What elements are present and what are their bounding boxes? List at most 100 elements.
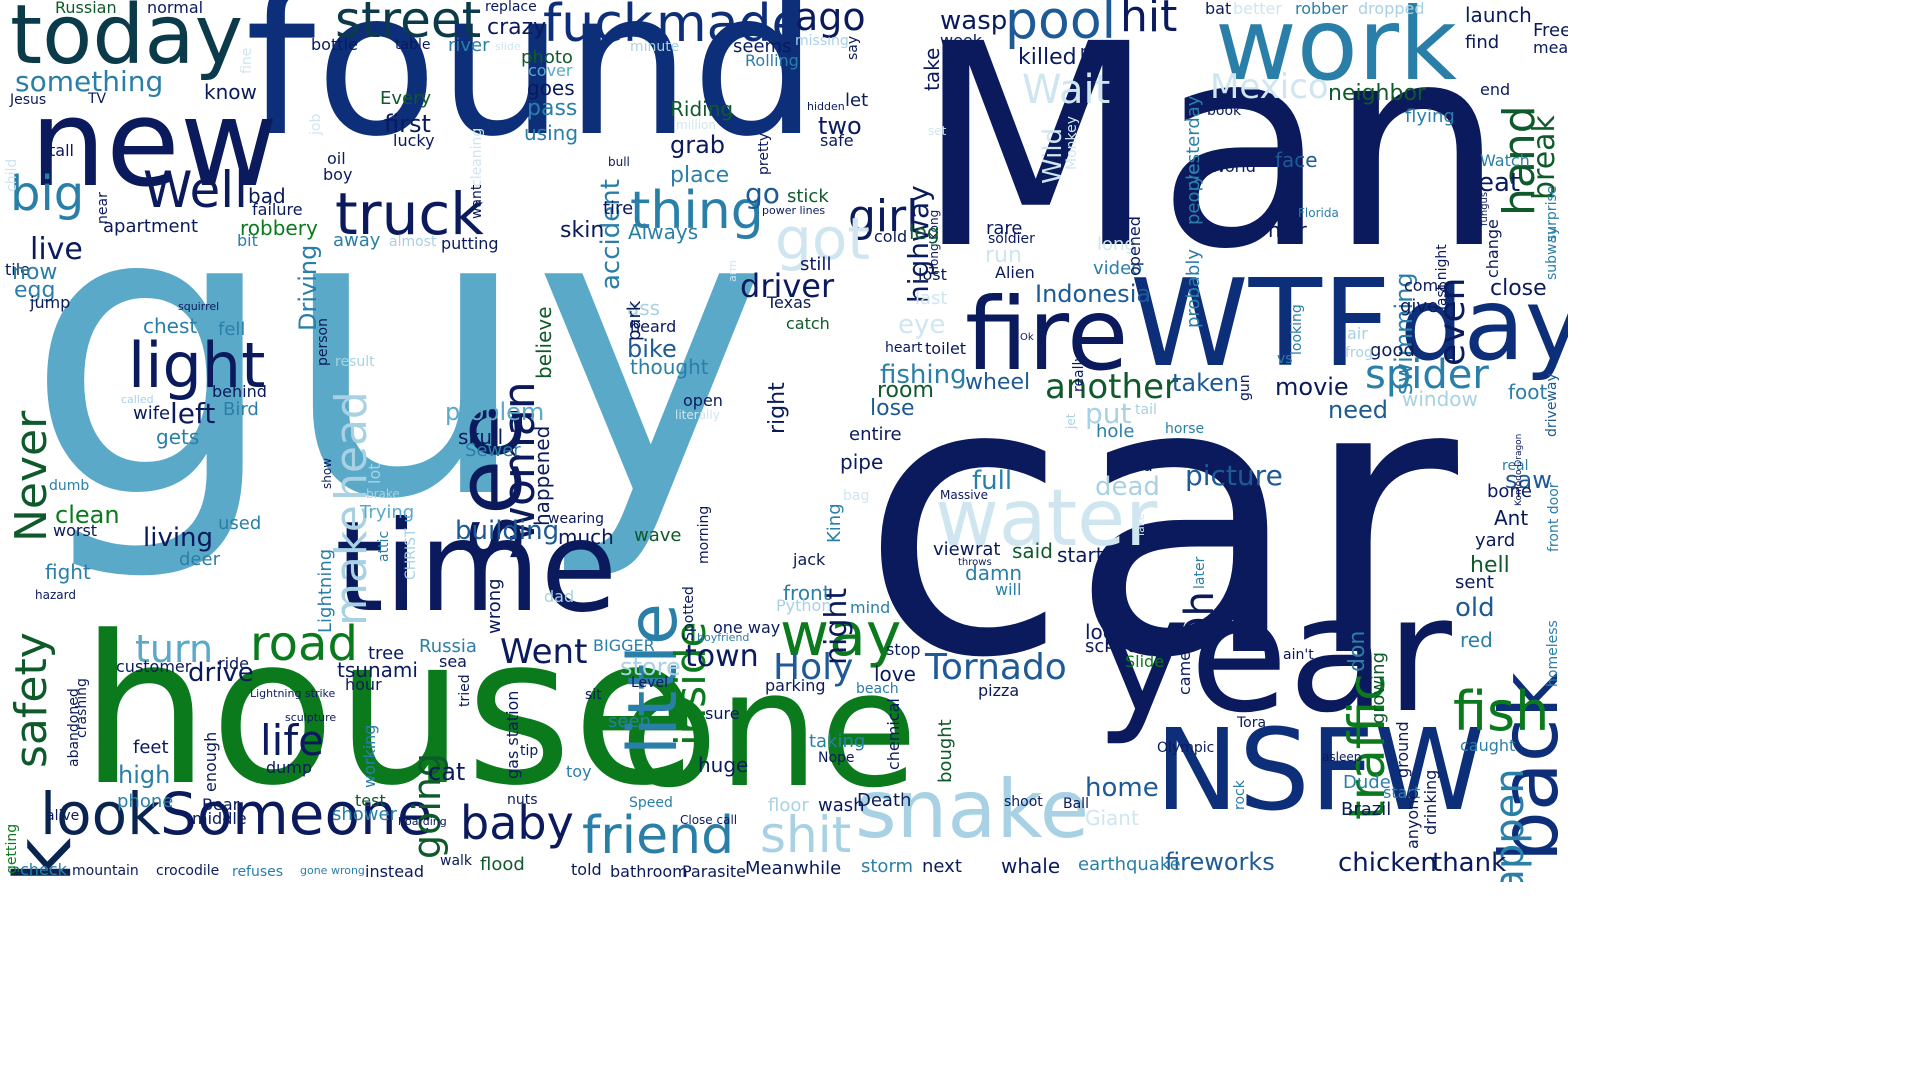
- word-wearing: wearing: [548, 511, 605, 527]
- word-launch: launch: [1465, 3, 1532, 27]
- word-big: big: [10, 166, 85, 222]
- word-cover: cover: [528, 61, 573, 80]
- word-end: end: [1480, 80, 1511, 99]
- word-taken: taken: [1172, 369, 1240, 397]
- word-called: called: [121, 393, 154, 406]
- word-walk: walk: [440, 853, 473, 869]
- word-foot: foot: [1508, 380, 1548, 404]
- word-time: time: [335, 495, 618, 640]
- word-drinking: drinking: [1421, 769, 1440, 835]
- word-show: show: [320, 457, 334, 489]
- word-horse: horse: [1165, 421, 1205, 437]
- word-head: head: [326, 390, 377, 501]
- word-fireworks: fireworks: [1165, 848, 1275, 876]
- word-floor: floor: [768, 795, 809, 816]
- word-drive: drive: [188, 658, 254, 688]
- word-photo: photo: [521, 47, 573, 68]
- word-storm: storm: [861, 856, 914, 877]
- word-meat: meat: [1533, 38, 1568, 57]
- word-wife: wife: [133, 403, 171, 424]
- word-life: life: [260, 716, 324, 765]
- word-parasite: Parasite: [682, 862, 747, 881]
- word-russian: Russian: [55, 0, 117, 17]
- word-dead: dead: [1095, 472, 1160, 502]
- word-eat: eat: [1478, 168, 1521, 198]
- word-jack: jack: [793, 550, 826, 569]
- word-growing: growing: [1368, 651, 1389, 724]
- word-check: check: [20, 860, 67, 879]
- word-ok: Ok: [1020, 332, 1034, 343]
- word-pipe: pipe: [840, 450, 884, 474]
- word-today: today: [10, 0, 244, 83]
- word-last-night: last night: [1434, 244, 1450, 310]
- word-beach: beach: [856, 681, 899, 697]
- word-asleep: asleep: [1322, 750, 1362, 764]
- word-came: came: [1175, 651, 1194, 696]
- word-jesus: Jesus: [10, 92, 47, 108]
- word-much: much: [558, 525, 614, 549]
- word-close-call: Close call: [680, 813, 738, 827]
- word-spider: spider: [1365, 352, 1489, 398]
- word-safe: safe: [820, 131, 854, 150]
- word-getting: getting: [4, 823, 20, 874]
- word-still: still: [800, 254, 832, 275]
- word-house: house: [80, 593, 699, 831]
- word-brake: brake: [366, 487, 400, 501]
- word-lightning: Lightning: [315, 549, 336, 634]
- word-red: red: [1460, 628, 1493, 652]
- word-sure: sure: [705, 704, 740, 723]
- word-neighbor: neighbor: [1328, 81, 1426, 106]
- word-better: better: [1233, 0, 1282, 18]
- word-friend: friend: [582, 806, 735, 866]
- word-riding: Riding: [670, 97, 734, 121]
- word-soldier: soldier: [988, 231, 1035, 247]
- word-tire: tire: [603, 198, 634, 219]
- word-new: new: [30, 75, 279, 214]
- word-face: face: [1275, 148, 1318, 172]
- word-cleaning: cleaning: [469, 127, 485, 188]
- word-arm: arm: [726, 260, 739, 282]
- word-fish: fish: [1453, 680, 1550, 743]
- word-goes: goes: [527, 76, 575, 100]
- word-building: building: [455, 516, 560, 546]
- word-open: open: [683, 391, 723, 410]
- word-tsunami: tsunami: [337, 658, 418, 682]
- word-always: Always: [628, 220, 699, 244]
- word-abandoned: abandoned: [66, 687, 82, 767]
- word-hour: hour: [345, 675, 382, 694]
- word-town: town: [685, 639, 759, 674]
- word-alien: Alien: [995, 263, 1035, 282]
- word-level: Level: [631, 675, 668, 691]
- word-safety: safety: [6, 632, 57, 769]
- word-slide: slide: [495, 40, 521, 53]
- word-day: day: [1400, 266, 1568, 383]
- word-picture: picture: [1185, 459, 1283, 492]
- word-lose: lose: [870, 396, 915, 421]
- word-never: Never: [6, 410, 57, 542]
- word-thought: thought: [630, 355, 709, 379]
- word-nsfw: NSFW: [1155, 706, 1486, 836]
- word-water: water: [935, 474, 1158, 564]
- word-watch: Watch: [1480, 151, 1530, 170]
- word-oil: oil: [327, 149, 346, 168]
- word-attic: attic: [376, 530, 392, 562]
- word-away: away: [333, 230, 381, 251]
- word-throws: throws: [958, 557, 992, 568]
- word-king: King: [824, 503, 845, 544]
- word-let: let: [845, 90, 869, 111]
- word-ago: ago: [795, 0, 866, 39]
- word-bathroom: bathroom: [610, 862, 688, 881]
- word-pool: pool: [1005, 0, 1117, 51]
- word-texas: Texas: [767, 293, 812, 312]
- word-book: book: [1207, 103, 1242, 119]
- word-catch: catch: [786, 314, 830, 333]
- word-hoarding: hoarding: [398, 815, 447, 828]
- word-cloud: guy car Man found house one year new today work WT…: [0, 0, 1568, 882]
- word-apartment: apartment: [103, 216, 199, 237]
- word-pizza: pizza: [978, 681, 1020, 700]
- word-good: good: [1370, 340, 1415, 361]
- word-egg: egg: [14, 278, 56, 303]
- word-sent: sent: [1455, 572, 1494, 593]
- word-seen: seen: [608, 711, 651, 732]
- word-power-lines: power lines: [762, 204, 826, 217]
